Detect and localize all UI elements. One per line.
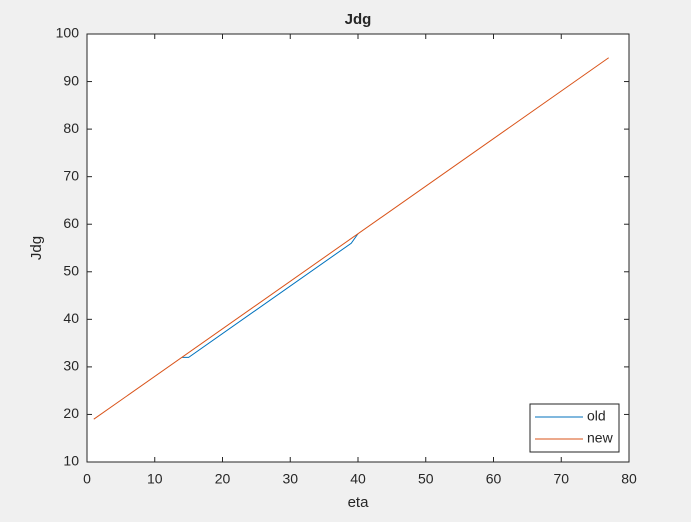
y-tick-label: 50 xyxy=(63,262,79,278)
x-tick-label: 20 xyxy=(215,471,231,487)
y-tick-label: 60 xyxy=(63,215,79,231)
y-tick-label: 80 xyxy=(63,120,79,136)
legend-box xyxy=(529,403,620,453)
x-tick-label: 0 xyxy=(83,471,91,487)
y-tick-label: 70 xyxy=(63,167,79,183)
x-tick-label: 30 xyxy=(282,471,298,487)
y-tick-label: 100 xyxy=(56,25,80,41)
legend-label: old xyxy=(587,408,606,424)
x-axis-label: eta xyxy=(348,494,370,511)
chart-title: Jdg xyxy=(345,11,372,28)
x-tick-label: 50 xyxy=(418,471,434,487)
x-tick-label: 60 xyxy=(486,471,502,487)
legend-label: new xyxy=(587,430,614,446)
y-tick-label: 10 xyxy=(63,453,79,469)
y-tick-label: 90 xyxy=(63,72,79,88)
y-tick-label: 30 xyxy=(63,358,79,374)
axes-box xyxy=(86,33,630,463)
x-tick-label: 80 xyxy=(621,471,637,487)
x-tick-label: 40 xyxy=(350,471,366,487)
series-line xyxy=(181,233,359,358)
x-tick-label: 70 xyxy=(553,471,569,487)
y-tick-label: 20 xyxy=(63,405,79,421)
series-line xyxy=(93,57,609,420)
y-tick-label: 40 xyxy=(63,310,79,326)
y-axis-label: Jdg xyxy=(28,236,45,260)
x-tick-label: 10 xyxy=(147,471,163,487)
plot-area xyxy=(87,34,629,462)
